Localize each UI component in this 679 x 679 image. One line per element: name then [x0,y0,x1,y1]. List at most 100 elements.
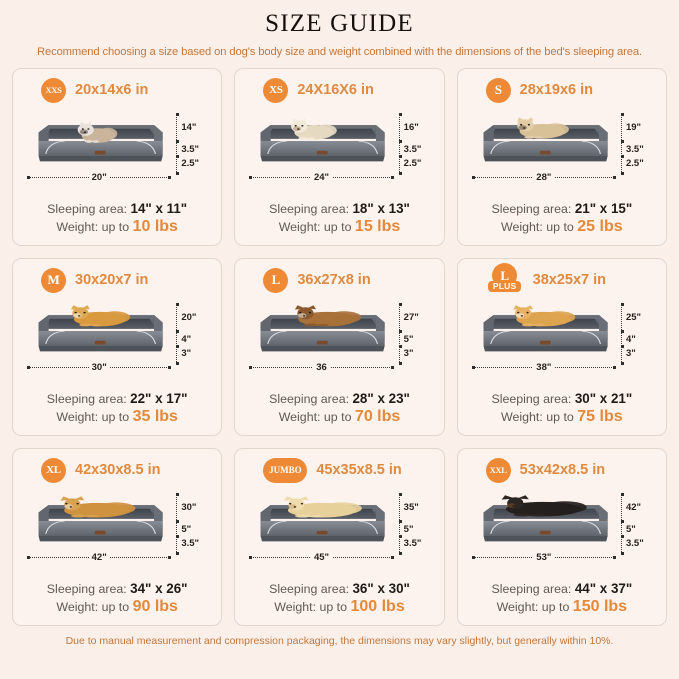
card-specs: Sleeping area: 30" x 21" Weight: up to 7… [458,390,666,435]
card-header: XXS 20x14x6 in [13,69,221,103]
page-title: SIZE GUIDE [265,10,414,37]
size-card[interactable]: XXL 53x42x8.5 in [456,448,667,626]
sleeping-area-value: 22" x 17" [130,391,188,406]
mid-dimension-label: 3.5" [625,143,644,155]
weight-line: Weight: up to 150 lbs [464,598,660,616]
sleeping-area-line: Sleeping area: 44" x 37" [464,580,660,598]
horizontal-dimension-line: 38" [471,362,617,373]
weight-value: 70 lbs [354,408,401,425]
pet-french-bulldog [516,117,569,139]
card-header: M 30x20x7 in [13,259,221,293]
base-dimension-label: 2.5" [403,157,422,169]
sleeping-area-prefix: Sleeping area: [269,202,353,216]
width-dimension-label: 24" [310,172,333,183]
pet-golden-retriever [60,496,136,518]
card-dimensions: 38x25x7 in [532,272,607,288]
size-badge-sublabel: PLUS [487,281,522,292]
depth-dimension-label: 35" [403,502,419,514]
size-badge: S [485,77,511,103]
size-card[interactable]: L PLUS 38x25x7 in [456,258,667,436]
mid-dimension-label: 3.5" [403,143,422,155]
weight-line: Weight: up to 35 lbs [19,408,215,426]
card-dimensions: 53x42x8.5 in [519,462,606,478]
bed-image [249,111,393,170]
size-badge: XXS [41,77,66,103]
weight-prefix: Weight: up to [56,600,133,614]
card-illustration: 19" 3.5" 2.5" 28" [462,103,662,200]
card-dimensions: 20x14x6 in [75,82,149,98]
size-card[interactable]: XL 42x30x8.5 in [12,448,223,626]
base-dimension-label: 3.5" [625,537,644,549]
dog-bed-illustration [260,496,385,542]
card-header: S 28x19x6 in [458,69,666,103]
size-card-grid: XXS 20x14x6 in [12,68,667,626]
weight-value: 35 lbs [132,408,178,425]
page-subtitle: Recommend choosing a size based on dog's… [36,46,643,58]
weight-line: Weight: up to 100 lbs [241,598,437,616]
size-badge: XL [41,457,66,483]
weight-line: Weight: up to 90 lbs [19,598,215,616]
size-card[interactable]: S 28x19x6 in [456,68,667,246]
depth-dimension-label: 42" [625,502,642,514]
dog-bed-illustration [38,496,163,542]
card-header: XL 42x30x8.5 in [13,449,221,483]
bed-image [472,491,616,550]
depth-dimension-label: 14" [181,122,197,134]
card-specs: Sleeping area: 34" x 26" Weight: up to 9… [13,580,221,625]
base-dimension-label: 3.5" [403,537,422,549]
dog-bed-illustration [260,118,385,162]
width-dimension-label: 20" [88,172,110,183]
horizontal-dimension-line: 42" [27,552,172,563]
sleeping-area-prefix: Sleeping area: [491,582,575,596]
weight-line: Weight: up to 75 lbs [464,408,660,426]
bed-image [27,301,171,360]
sleeping-area-value: 34" x 26" [130,581,188,596]
mid-dimension-label: 4" [181,333,192,345]
size-card[interactable]: L 36x27x8 in [234,258,445,436]
weight-prefix: Weight: up to [501,220,578,234]
base-dimension-label: 3.5" [181,537,200,549]
depth-dimension-label: 19" [625,122,642,134]
card-dimensions: 42x30x8.5 in [75,462,161,478]
bed-image [27,111,171,170]
weight-prefix: Weight: up to [496,600,573,614]
size-card[interactable]: JUMBO 45x35x8.5 in [234,448,445,626]
card-illustration: 35" 5" 3.5" 45" [239,483,439,580]
base-dimension-label: 3" [403,347,414,359]
pet-labrador [284,496,363,518]
dog-bed-illustration [483,495,608,542]
depth-dimension-label: 30" [181,502,197,514]
sleeping-area-line: Sleeping area: 14" x 11" [19,200,215,218]
card-header: L PLUS 38x25x7 in [458,259,666,293]
size-card[interactable]: M 30x20x7 in [12,258,223,436]
sleeping-area-value: 14" x 11" [130,201,188,216]
weight-line: Weight: up to 70 lbs [241,408,437,426]
bed-image [249,301,393,360]
size-card[interactable]: XXS 20x14x6 in [12,68,223,246]
card-dimensions: 45x35x8.5 in [316,462,402,478]
size-card[interactable]: XS 24X16X6 in [234,68,445,246]
size-badge: JUMBO [263,457,308,483]
bed-image [249,491,393,550]
width-dimension-label: 28" [533,172,555,183]
disclaimer-note: Due to manual measurement and compressio… [65,635,614,647]
card-illustration: 42" 5" 3.5" 53" [462,483,662,580]
sleeping-area-prefix: Sleeping area: [269,392,353,406]
width-dimension-label: 38" [533,362,555,373]
sleeping-area-prefix: Sleeping area: [269,582,353,596]
width-dimension-label: 30" [88,362,110,373]
base-dimension-label: 2.5" [181,157,200,169]
sleeping-area-value: 30" x 21" [574,391,633,406]
vertical-dimension-line: 25" 4" 3" [620,303,641,365]
size-badge: L PLUS [486,263,524,297]
sleeping-area-value: 21" x 15" [574,201,633,216]
card-specs: Sleeping area: 21" x 15" Weight: up to 2… [458,200,666,245]
mid-dimension-label: 5" [403,333,414,345]
card-dimensions: 28x19x6 in [519,82,594,98]
sleeping-area-line: Sleeping area: 21" x 15" [464,200,660,218]
pet-shih-tzu [291,118,338,140]
weight-line: Weight: up to 10 lbs [19,218,215,236]
pet-corgi [70,305,131,327]
horizontal-dimension-line: 28" [471,172,617,183]
sleeping-area-line: Sleeping area: 34" x 26" [19,580,215,598]
